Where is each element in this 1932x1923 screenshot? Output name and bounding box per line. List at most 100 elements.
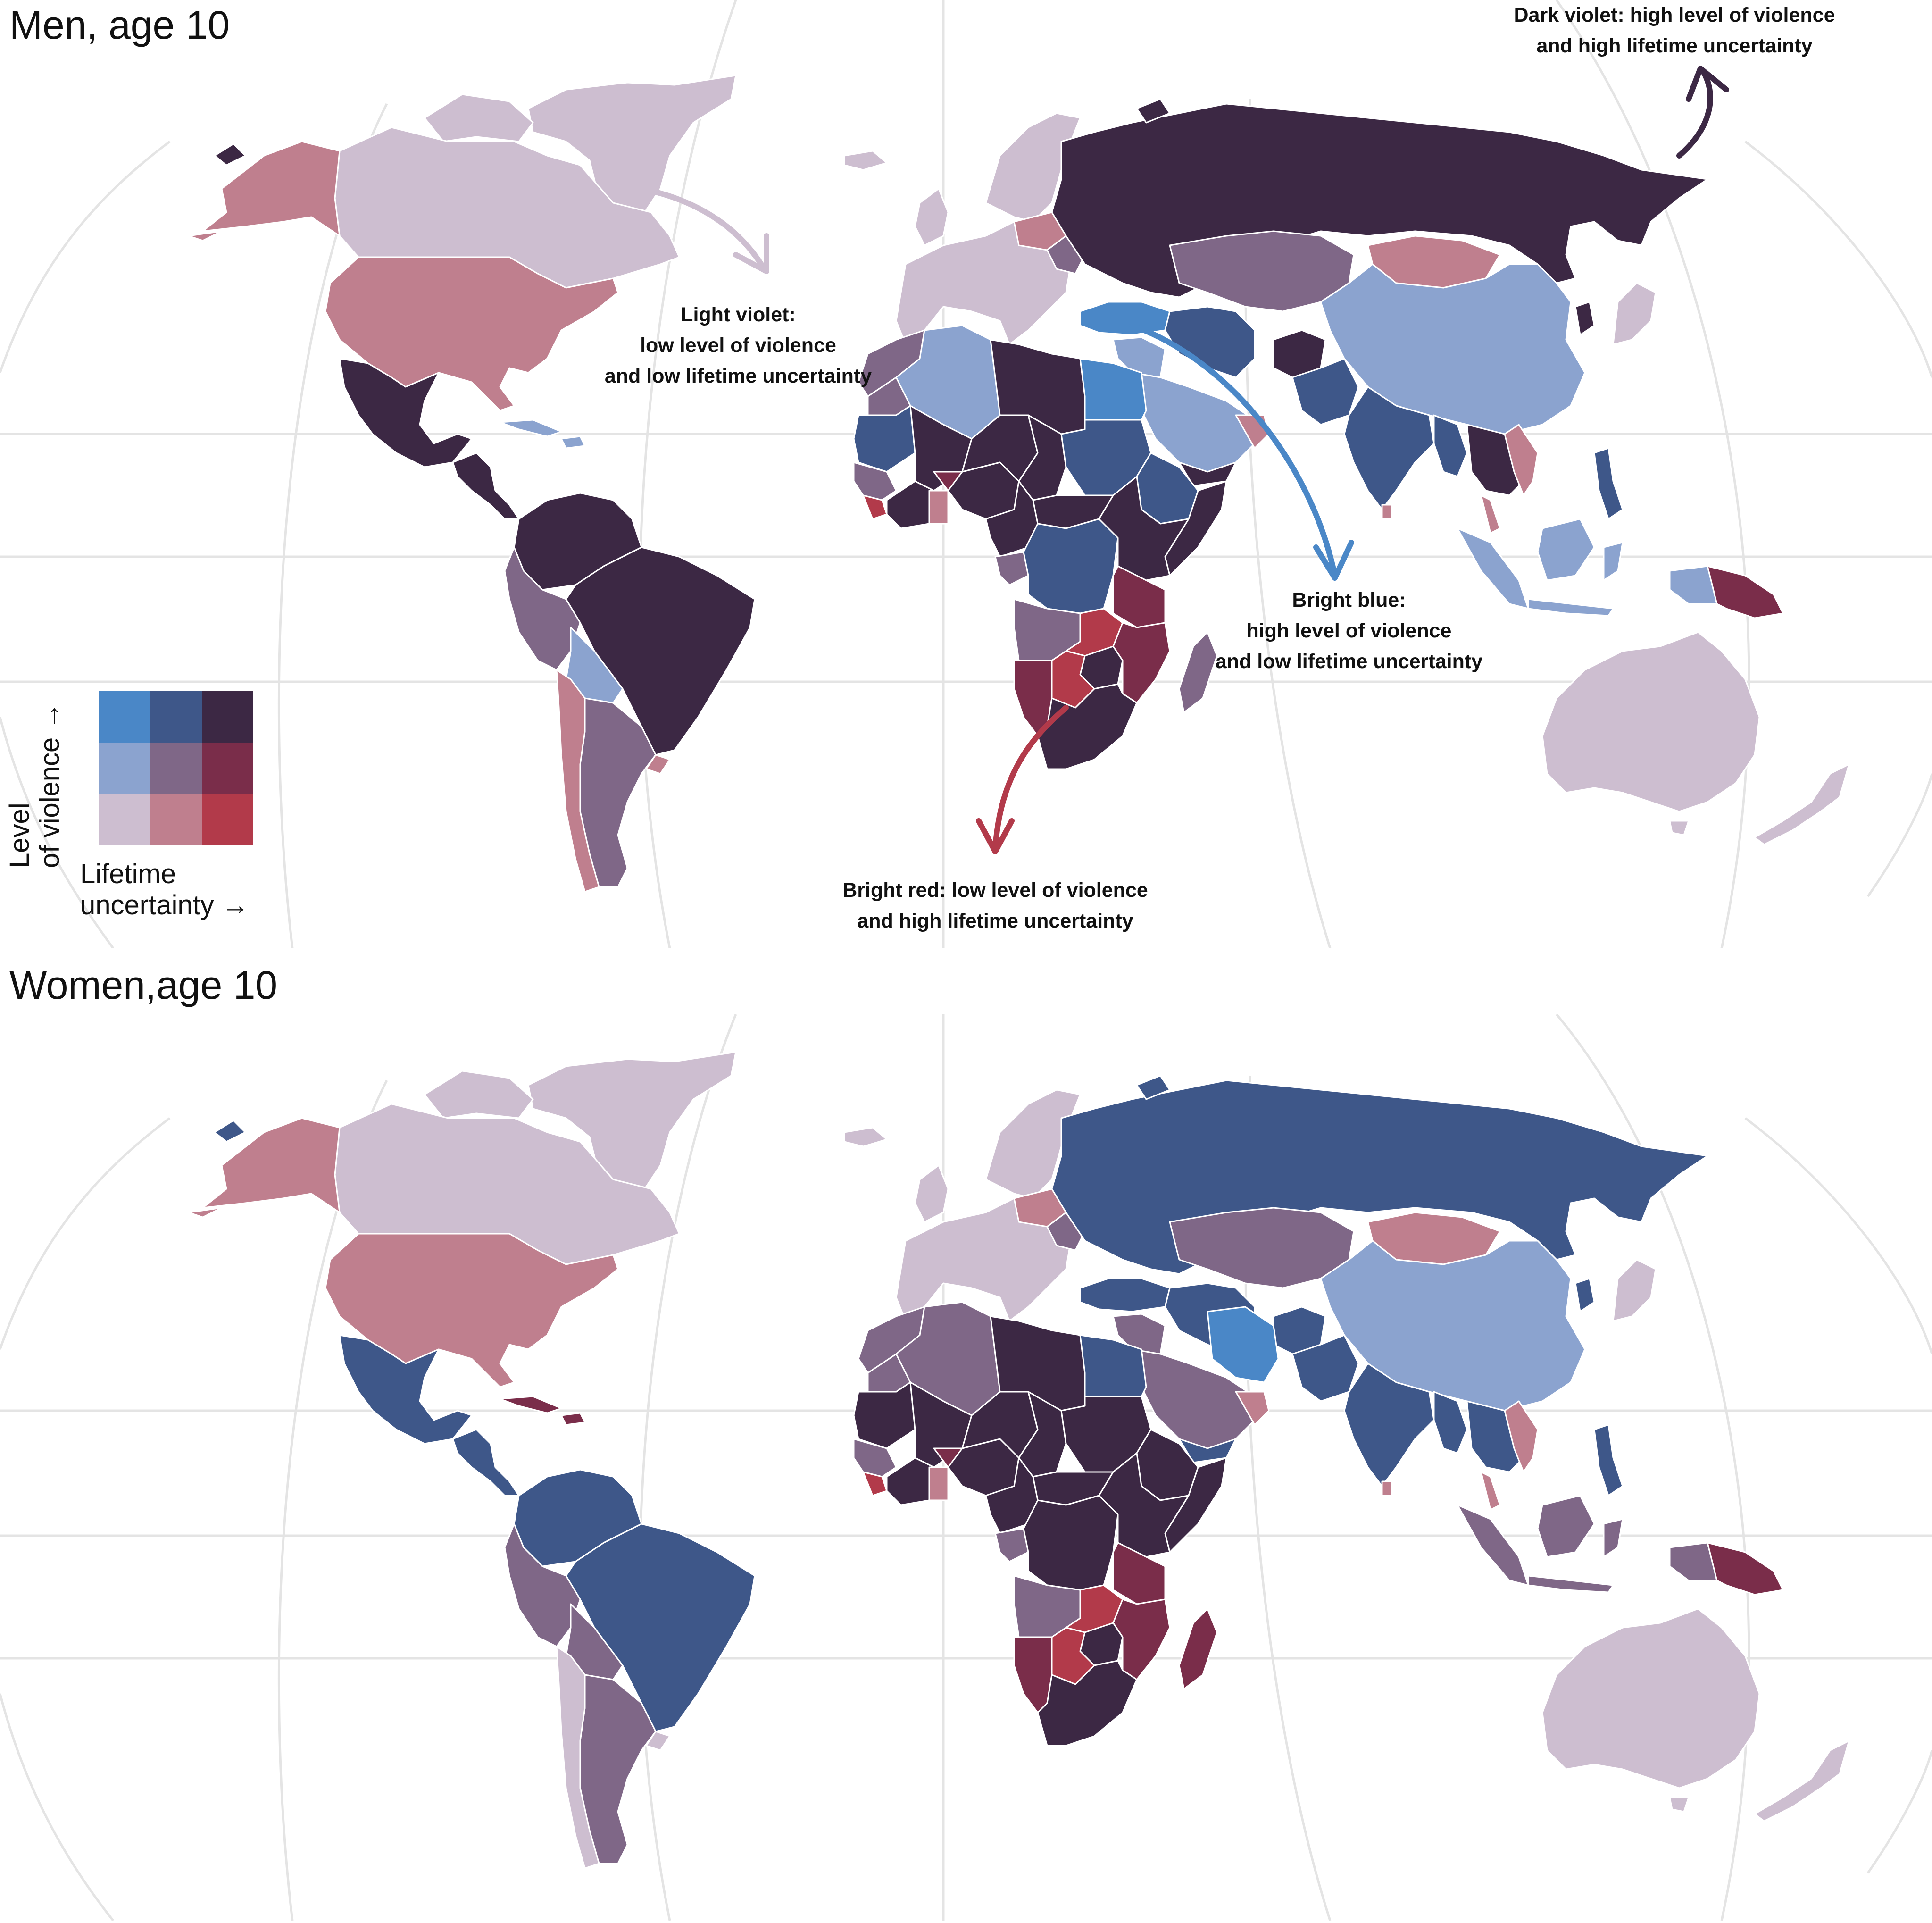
region-namibia-women (1013, 1636, 1053, 1714)
region-gabon-women (994, 1528, 1029, 1563)
region-canada-islands-women (424, 1070, 534, 1119)
legend-cell-1-2 (202, 743, 253, 794)
region-drc-women (1023, 1495, 1119, 1591)
region-andes-women (504, 1523, 581, 1647)
region-greenland-women (527, 1051, 737, 1199)
annotation-light-violet-line1: Light violet: (681, 303, 796, 326)
region-mauritania-women (853, 1381, 916, 1449)
region-philippines-women (1593, 1424, 1624, 1497)
region-india (1343, 386, 1435, 510)
arrow-light-violet (639, 186, 767, 272)
legend-cell-0-0 (99, 691, 150, 743)
region-korea-women (1574, 1278, 1595, 1313)
region-arabia-women (1131, 1348, 1256, 1449)
region-ghana-women (928, 1466, 949, 1501)
annotation-light-violet-line3: and low lifetime uncertainty (604, 365, 872, 387)
region-papua (1707, 565, 1784, 619)
region-turkey (1079, 301, 1171, 336)
region-uruguay-women (645, 1731, 671, 1751)
region-andes (504, 546, 581, 671)
region-korea (1574, 301, 1595, 336)
legend-y-line2: of violence → (34, 702, 65, 868)
annotation-light-violet-line2: low level of violence (640, 334, 836, 357)
region-sri-lanka-women (1381, 1480, 1392, 1497)
annotation-dark-violet-line1: Dark violet: high level of violence (1514, 4, 1835, 26)
region-mauritania (853, 405, 916, 473)
region-vietnam (1504, 424, 1539, 496)
region-madagascar-women (1178, 1608, 1218, 1690)
region-canada-islands (424, 93, 534, 142)
region-hispaniola-women (560, 1412, 586, 1426)
annotation-bright-red-line2: and high lifetime uncertainty (857, 910, 1133, 932)
region-papua-women (1707, 1542, 1784, 1596)
region-myanmar-women (1433, 1391, 1468, 1454)
region-east-africa-women (1098, 1452, 1190, 1558)
panel-title-women: Women,age 10 (9, 963, 278, 1007)
region-turkey-women (1079, 1278, 1171, 1313)
region-egypt-women (1079, 1334, 1147, 1397)
annotation-bright-blue-line2: high level of violence (1246, 619, 1452, 642)
region-south-africa (1037, 683, 1138, 770)
legend-y-label: Level of violence → (4, 702, 65, 868)
arrow-bright-red (992, 705, 1069, 852)
region-mexico (339, 358, 473, 468)
region-hispaniola (560, 435, 586, 449)
panel-women (0, 1014, 1932, 1921)
region-sulawesi (1603, 542, 1624, 581)
region-central-america (452, 452, 520, 520)
region-uk-women (914, 1164, 949, 1223)
annotation-dark-violet: Dark violet: high level of violence and … (1491, 0, 1858, 61)
region-new-zealand (1754, 763, 1850, 845)
legend-cell-2-0 (99, 794, 150, 845)
region-south-africa-women (1037, 1660, 1138, 1747)
region-japan-women (1612, 1259, 1657, 1322)
region-mexico-women (339, 1334, 473, 1445)
annotation-arrows-men (639, 66, 1729, 854)
region-cuba (499, 419, 562, 437)
arrowhead-dark-violet (1686, 66, 1729, 102)
region-malay (1480, 494, 1501, 534)
region-java (1527, 598, 1614, 617)
region-papua-west (1669, 565, 1718, 605)
region-australia-women (1541, 1608, 1760, 1789)
region-drc (1023, 518, 1119, 614)
region-aleutian (188, 230, 223, 242)
arrowhead-light-violet (733, 233, 769, 274)
region-myanmar (1433, 414, 1468, 477)
arrowhead-bright-blue (1313, 540, 1354, 581)
legend-x-line2: uncertainty → (80, 890, 249, 920)
region-chile (556, 669, 600, 893)
legend-cell-1-0 (99, 743, 150, 794)
arrowhead-bright-red (976, 818, 1015, 854)
panel-men (0, 0, 1932, 948)
region-iran-women (1207, 1306, 1279, 1383)
region-japan (1612, 282, 1657, 345)
annotation-bright-red-line1: Bright red: low level of violence (842, 879, 1148, 902)
legend-y-line1: Level (4, 803, 35, 868)
region-uk (914, 188, 949, 246)
region-malay-women (1480, 1471, 1501, 1511)
annotation-bright-blue-line1: Bright blue: (1292, 589, 1406, 611)
region-usa-women (325, 1233, 619, 1388)
region-sulawesi-women (1603, 1518, 1624, 1558)
annotation-bright-red: Bright red: low level of violence and hi… (821, 875, 1170, 936)
region-sumatra-women (1457, 1504, 1529, 1586)
land-women (188, 1051, 1850, 1869)
region-australia (1541, 631, 1760, 812)
region-new-zealand-women (1754, 1740, 1850, 1822)
region-java-women (1527, 1575, 1614, 1593)
legend-cell-2-2 (202, 794, 253, 845)
region-chile-women (556, 1646, 600, 1869)
region-gabon (994, 551, 1029, 586)
region-madagascar (1178, 631, 1218, 713)
annotation-light-violet: Light violet: low level of violence and … (590, 300, 887, 392)
arrow-dark-violet (1676, 68, 1713, 159)
region-egypt (1079, 358, 1147, 421)
annotation-bright-blue: Bright blue: high level of violence and … (1203, 585, 1495, 677)
region-novaya-zemlya (1136, 98, 1171, 124)
region-tasmania-women (1669, 1797, 1690, 1813)
region-greenland (527, 75, 737, 223)
legend-cell-1-1 (150, 743, 202, 794)
